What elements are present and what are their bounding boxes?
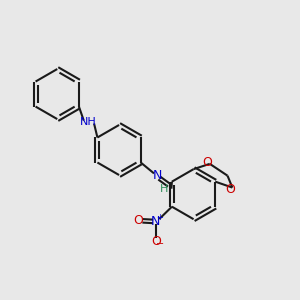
Text: N: N — [151, 215, 160, 228]
Text: +: + — [156, 213, 163, 222]
Text: −: − — [156, 239, 164, 249]
Text: O: O — [151, 235, 160, 248]
Text: N: N — [152, 169, 162, 182]
Text: H: H — [160, 184, 168, 194]
Text: O: O — [202, 156, 212, 169]
Text: NH: NH — [80, 117, 97, 127]
Text: O: O — [134, 214, 143, 227]
Text: O: O — [226, 183, 236, 196]
